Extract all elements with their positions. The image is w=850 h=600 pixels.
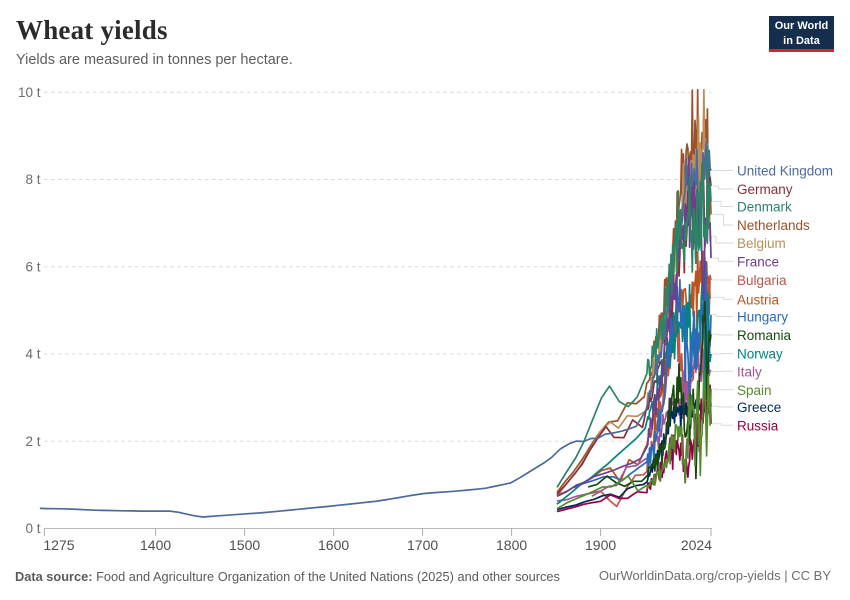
svg-text:1700: 1700: [407, 537, 438, 553]
svg-text:Bulgaria: Bulgaria: [737, 273, 787, 288]
svg-text:Italy: Italy: [737, 364, 762, 379]
svg-text:Austria: Austria: [737, 292, 780, 307]
svg-text:Hungary: Hungary: [737, 310, 788, 325]
svg-text:6 t: 6 t: [25, 259, 40, 274]
svg-text:France: France: [737, 254, 779, 269]
svg-text:Greece: Greece: [737, 400, 781, 415]
svg-text:2 t: 2 t: [25, 434, 40, 449]
svg-text:1800: 1800: [496, 537, 527, 553]
svg-text:Spain: Spain: [737, 383, 772, 398]
svg-text:0 t: 0 t: [25, 521, 40, 536]
svg-text:Belgium: Belgium: [737, 236, 786, 251]
svg-text:10 t: 10 t: [18, 85, 41, 100]
svg-text:1600: 1600: [318, 537, 349, 553]
svg-text:1400: 1400: [140, 537, 171, 553]
svg-text:1275: 1275: [43, 537, 74, 553]
svg-text:2024: 2024: [681, 537, 712, 553]
svg-text:4 t: 4 t: [25, 347, 40, 362]
svg-text:United Kingdom: United Kingdom: [737, 164, 833, 179]
svg-text:Russia: Russia: [737, 418, 779, 433]
svg-text:Denmark: Denmark: [737, 200, 792, 215]
svg-text:Germany: Germany: [737, 182, 793, 197]
svg-text:8 t: 8 t: [25, 172, 40, 187]
svg-text:Netherlands: Netherlands: [737, 218, 810, 233]
svg-text:1500: 1500: [229, 537, 260, 553]
svg-text:Romania: Romania: [737, 328, 792, 343]
svg-text:Norway: Norway: [737, 347, 783, 362]
svg-text:1900: 1900: [585, 537, 616, 553]
